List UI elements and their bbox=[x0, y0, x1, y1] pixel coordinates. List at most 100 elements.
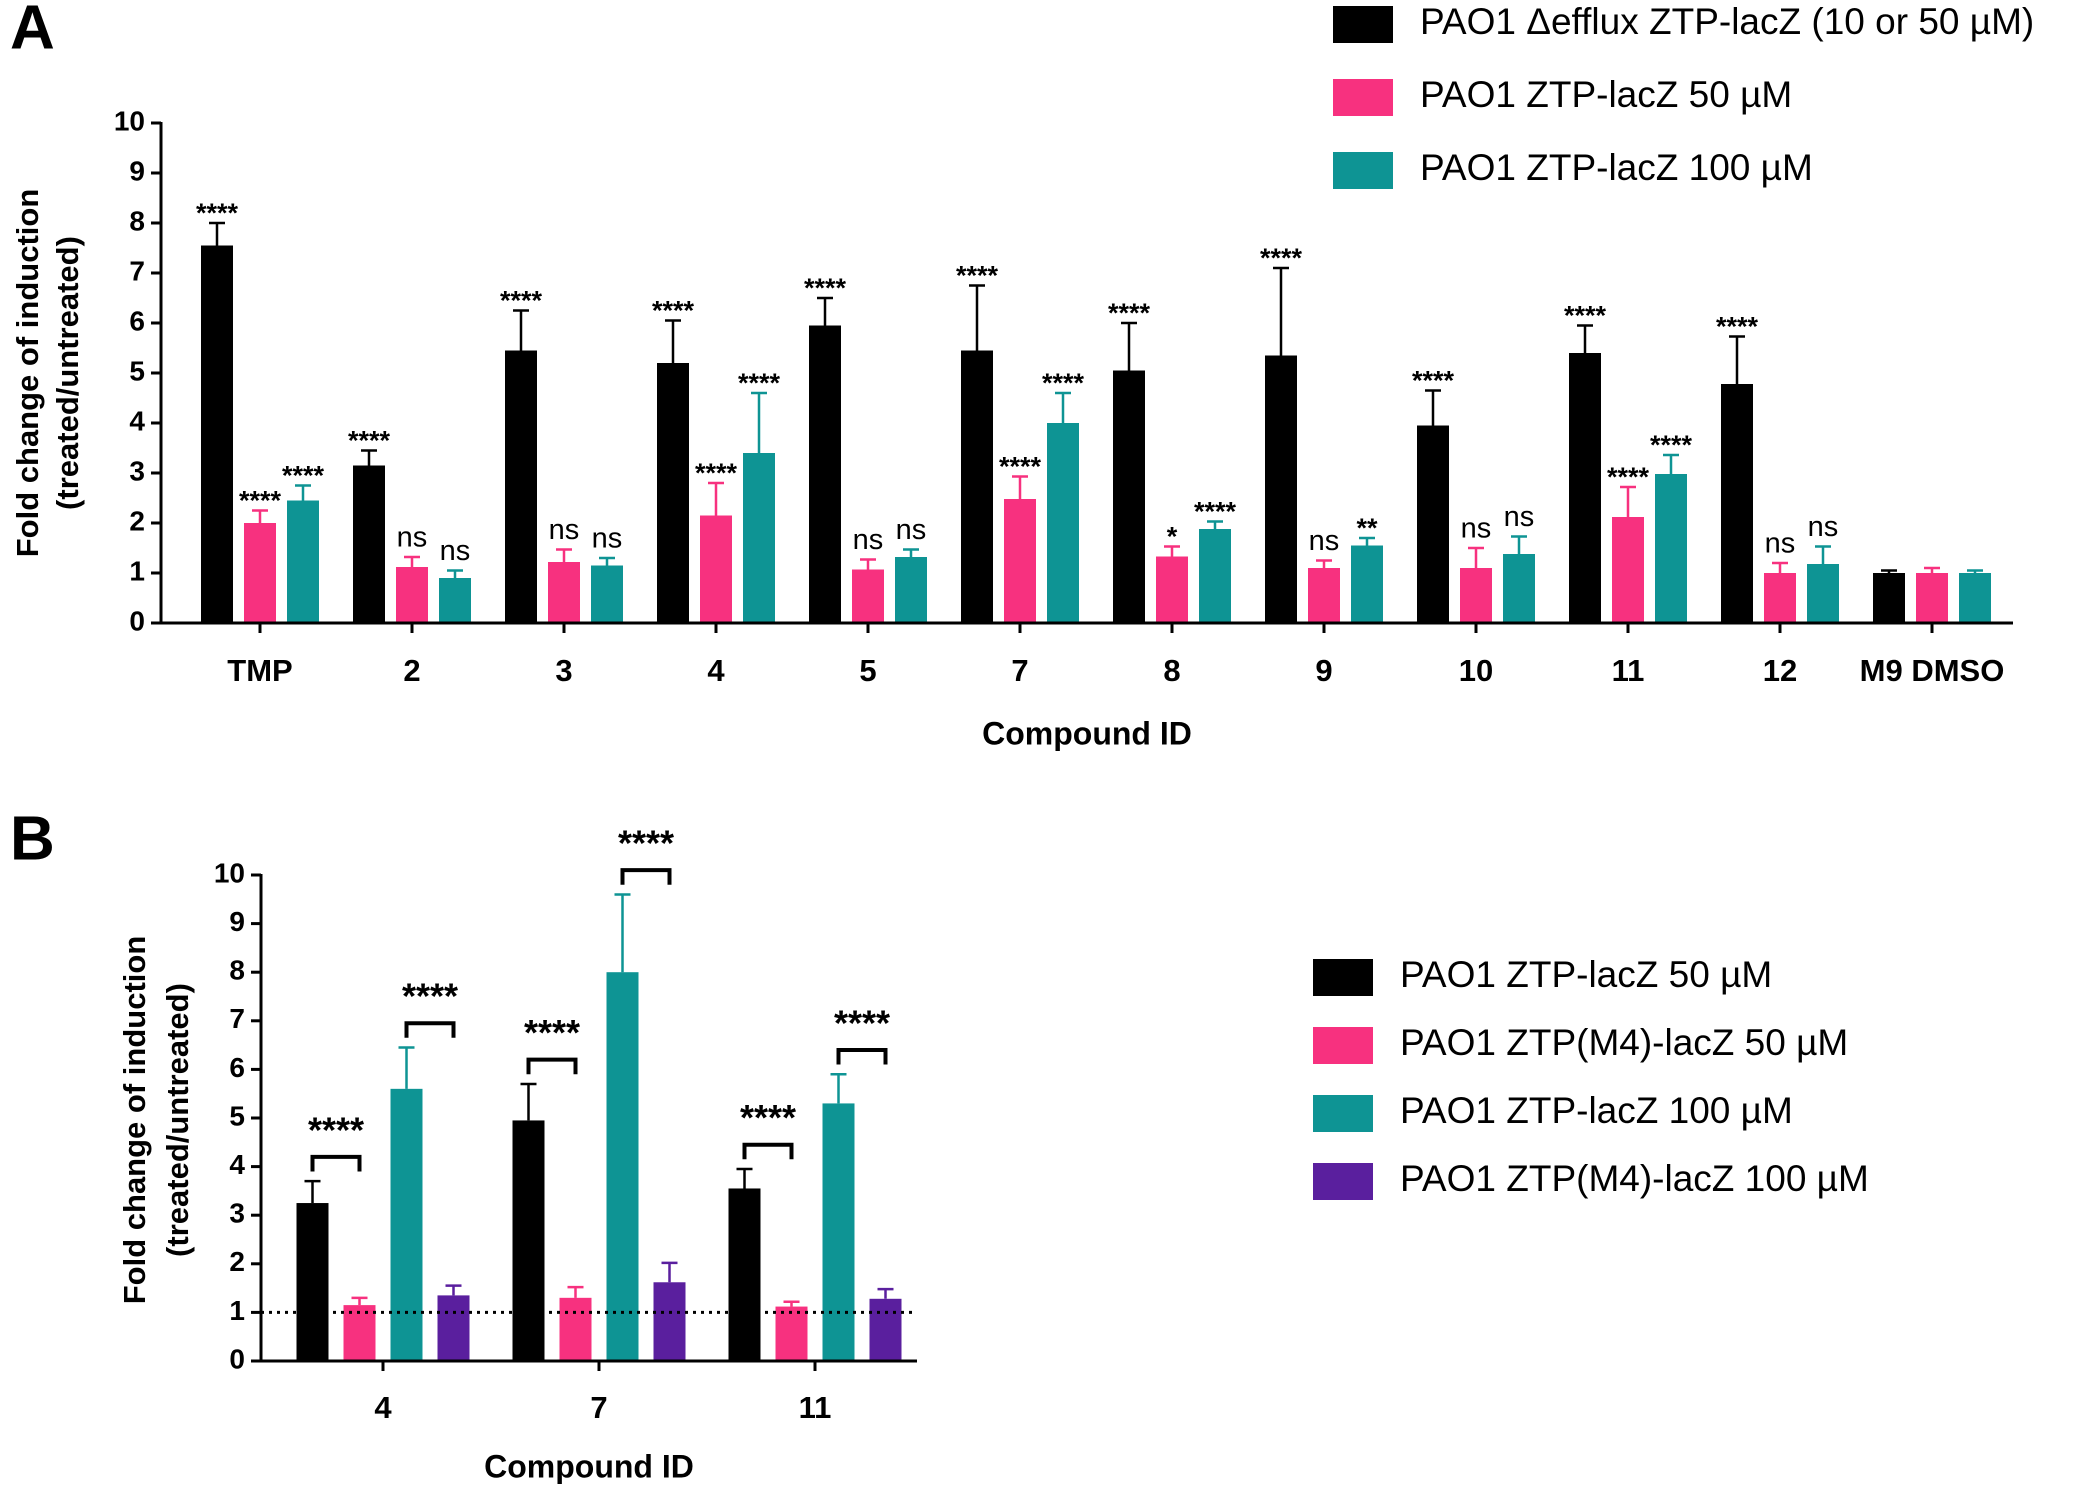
significance-label: **** bbox=[695, 458, 738, 488]
x-axis-label: Compound ID bbox=[982, 715, 1192, 751]
bar bbox=[390, 1088, 423, 1361]
x-tick-label: 2 bbox=[403, 653, 420, 688]
error-bar bbox=[1012, 475, 1028, 499]
significance-label: ns bbox=[592, 523, 623, 555]
error-bar bbox=[1316, 559, 1332, 568]
significance-label: * bbox=[1167, 522, 1178, 552]
bar bbox=[1460, 568, 1492, 623]
y-tick-label: 1 bbox=[129, 555, 145, 586]
bar bbox=[244, 523, 276, 623]
bar bbox=[396, 567, 428, 623]
significance-label: **** bbox=[196, 198, 239, 228]
y-tick-label: 9 bbox=[229, 906, 245, 937]
x-tick-label: 8 bbox=[1163, 653, 1180, 688]
bar bbox=[653, 1282, 686, 1361]
bar bbox=[1807, 564, 1839, 623]
bar bbox=[439, 578, 471, 623]
significance-label: ** bbox=[1356, 513, 1378, 543]
bar bbox=[201, 245, 233, 623]
y-tick-label: 4 bbox=[229, 1149, 245, 1180]
error-bar bbox=[1055, 391, 1071, 423]
significance-label: **** bbox=[1564, 301, 1607, 331]
error-bar bbox=[556, 548, 572, 562]
error-bar bbox=[969, 284, 985, 351]
bar bbox=[437, 1295, 470, 1361]
legend-label: PAO1 ZTP-lacZ 50 µM bbox=[1420, 74, 1792, 115]
bar bbox=[775, 1306, 808, 1361]
bar bbox=[1113, 370, 1145, 623]
error-bar bbox=[1815, 545, 1831, 564]
bar bbox=[1265, 355, 1297, 623]
error-bar bbox=[1468, 546, 1484, 568]
bar bbox=[591, 565, 623, 623]
error-bar bbox=[351, 1296, 368, 1306]
error-bar bbox=[830, 1073, 847, 1104]
error-bar bbox=[567, 1285, 584, 1298]
bar bbox=[1959, 573, 1991, 623]
y-tick-label: 6 bbox=[129, 305, 145, 336]
significance-label: **** bbox=[834, 1002, 890, 1043]
bar bbox=[1916, 573, 1948, 623]
bar bbox=[606, 972, 639, 1361]
error-bar bbox=[1273, 266, 1289, 356]
significance-label: **** bbox=[308, 1109, 364, 1150]
bar bbox=[1417, 425, 1449, 623]
y-tick-label: 3 bbox=[129, 455, 145, 486]
bracket bbox=[310, 1154, 362, 1172]
error-bar bbox=[404, 555, 420, 567]
x-tick-label: 11 bbox=[799, 1390, 832, 1425]
bar bbox=[1569, 353, 1601, 623]
bar bbox=[1047, 423, 1079, 623]
legend-swatch bbox=[1333, 6, 1393, 43]
error-bar bbox=[1620, 485, 1636, 517]
bar bbox=[559, 1297, 592, 1361]
bar bbox=[353, 465, 385, 623]
error-bar bbox=[304, 1179, 321, 1204]
bar bbox=[1503, 554, 1535, 623]
error-bar bbox=[1924, 566, 1940, 573]
bar bbox=[1308, 568, 1340, 623]
error-bar bbox=[1164, 545, 1180, 557]
bar bbox=[1873, 573, 1905, 623]
error-bar bbox=[1359, 536, 1375, 546]
significance-label: **** bbox=[956, 261, 999, 291]
legend-swatch bbox=[1333, 152, 1393, 189]
error-bar bbox=[520, 1082, 537, 1121]
bar bbox=[512, 1120, 545, 1361]
significance-label: ns bbox=[440, 535, 471, 567]
error-bar bbox=[665, 319, 681, 363]
error-bar bbox=[1729, 335, 1745, 384]
y-tick-label: 1 bbox=[229, 1295, 245, 1326]
significance-label: **** bbox=[652, 296, 695, 326]
bracket bbox=[620, 868, 672, 885]
y-tick-label: 2 bbox=[229, 1246, 245, 1277]
y-axis-label: (treated/untreated) bbox=[50, 236, 85, 510]
y-tick-label: 0 bbox=[229, 1343, 245, 1374]
bar bbox=[1004, 499, 1036, 623]
y-tick-label: 4 bbox=[129, 405, 145, 436]
bar bbox=[548, 562, 580, 623]
x-tick-label: M9 DMSO bbox=[1860, 653, 2005, 688]
bar bbox=[1612, 517, 1644, 623]
x-tick-label: 11 bbox=[1612, 653, 1645, 688]
x-axis-label: Compound ID bbox=[484, 1448, 694, 1484]
significance-label: **** bbox=[804, 273, 847, 303]
x-tick-label: 3 bbox=[555, 653, 572, 688]
significance-label: **** bbox=[740, 1097, 796, 1138]
significance-label: ns bbox=[1309, 525, 1340, 557]
bar bbox=[700, 515, 732, 623]
error-bar bbox=[445, 1284, 462, 1296]
significance-label: **** bbox=[618, 823, 674, 864]
error-bar bbox=[295, 484, 311, 501]
error-bar bbox=[599, 556, 615, 566]
error-bar bbox=[877, 1287, 894, 1299]
significance-label: **** bbox=[1108, 298, 1151, 328]
bar bbox=[657, 363, 689, 623]
bar bbox=[961, 350, 993, 623]
x-tick-label: 4 bbox=[374, 1390, 392, 1425]
error-bar bbox=[903, 548, 919, 557]
y-tick-label: 6 bbox=[229, 1052, 245, 1083]
y-axis-label: Fold change of induction bbox=[117, 936, 152, 1305]
x-tick-label: 7 bbox=[1011, 653, 1028, 688]
significance-label: **** bbox=[1716, 312, 1759, 342]
